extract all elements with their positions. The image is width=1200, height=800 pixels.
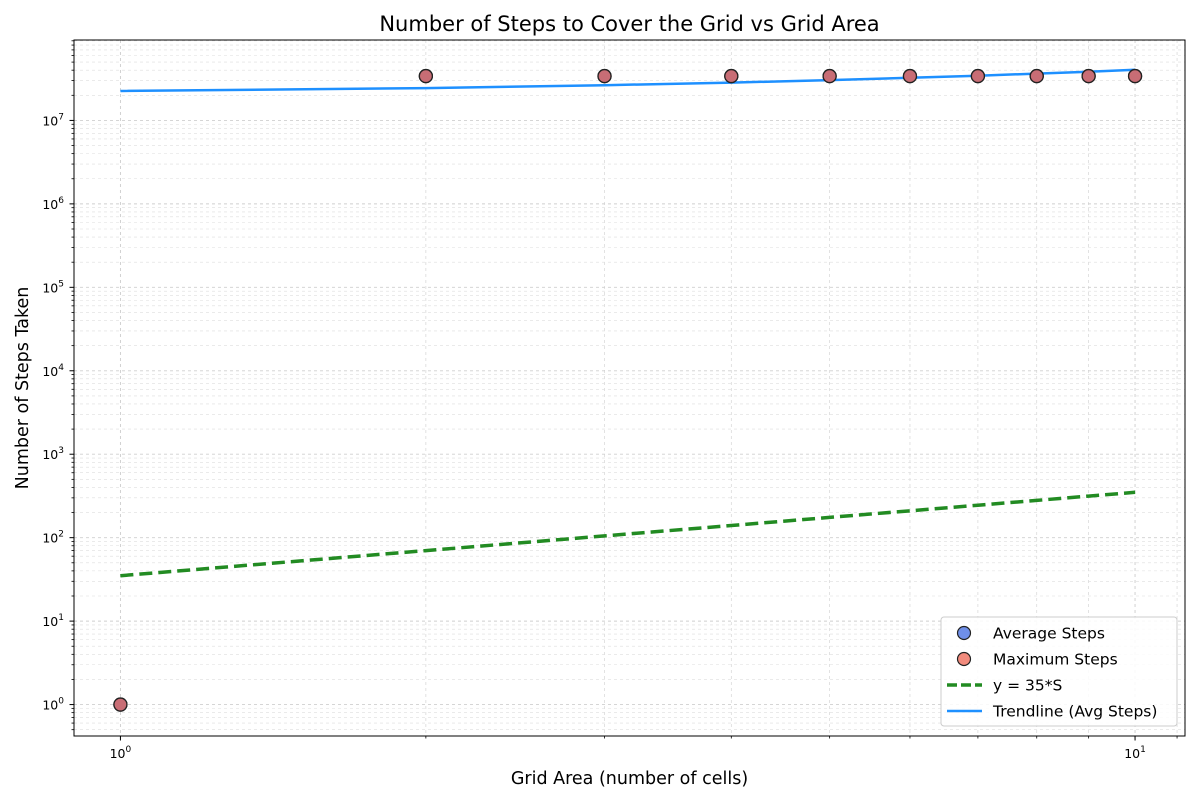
y-axis-label: Number of Steps Taken xyxy=(13,287,33,490)
legend-label: Average Steps xyxy=(993,625,1105,643)
data-point xyxy=(113,697,128,712)
y-tick-label: 106 xyxy=(42,196,64,212)
legend-box xyxy=(940,616,1178,727)
x-tick-exponent: 1 xyxy=(1140,745,1146,755)
plot-frame xyxy=(73,39,1186,737)
legend-label: y = 35*S xyxy=(993,677,1062,695)
x-axis-label: Grid Area (number of cells) xyxy=(511,769,748,789)
legend-marker xyxy=(956,651,972,667)
data-point xyxy=(597,68,612,84)
y-tick-label: 105 xyxy=(42,279,64,295)
legend: Average Steps Maximum Steps y = 35*S Trendl… xyxy=(940,616,1178,727)
y-tick-label: 103 xyxy=(42,446,64,462)
data-point xyxy=(1029,68,1044,84)
legend-label: Trendline (Avg Steps) xyxy=(992,703,1157,721)
y-tick-label: 104 xyxy=(42,363,64,379)
x-tick-label: 100 xyxy=(110,745,132,761)
data-point xyxy=(1127,68,1143,84)
x-tick-label: 101 xyxy=(1124,745,1146,761)
y-tick-exponent: 5 xyxy=(58,279,64,289)
y-tick-label: 102 xyxy=(42,530,64,546)
y-tick-exponent: 3 xyxy=(58,446,64,456)
chart-title: Number of Steps to Cover the Grid vs Gri… xyxy=(379,12,879,36)
y-tick-label: 100 xyxy=(42,697,64,713)
x-tick-exponent: 0 xyxy=(126,745,132,755)
legend-marker xyxy=(956,625,972,641)
data-point xyxy=(970,68,986,84)
data-point xyxy=(1081,68,1096,84)
data-point xyxy=(724,68,739,84)
legend-label: Maximum Steps xyxy=(993,651,1118,669)
series-line xyxy=(120,490,1136,578)
y-tick-exponent: 1 xyxy=(58,613,64,623)
y-tick-exponent: 6 xyxy=(58,196,64,206)
y-tick-exponent: 7 xyxy=(58,112,64,122)
data-point xyxy=(822,68,837,84)
y-tick-label: 101 xyxy=(42,613,64,629)
y-tick-exponent: 2 xyxy=(58,530,64,540)
data-point xyxy=(418,68,434,84)
y-tick-exponent: 0 xyxy=(58,697,64,707)
data-point xyxy=(902,68,918,84)
plot-series xyxy=(113,68,1143,712)
series-line xyxy=(120,68,1136,93)
y-tick-label: 107 xyxy=(42,112,64,128)
y-tick-exponent: 4 xyxy=(58,363,64,373)
